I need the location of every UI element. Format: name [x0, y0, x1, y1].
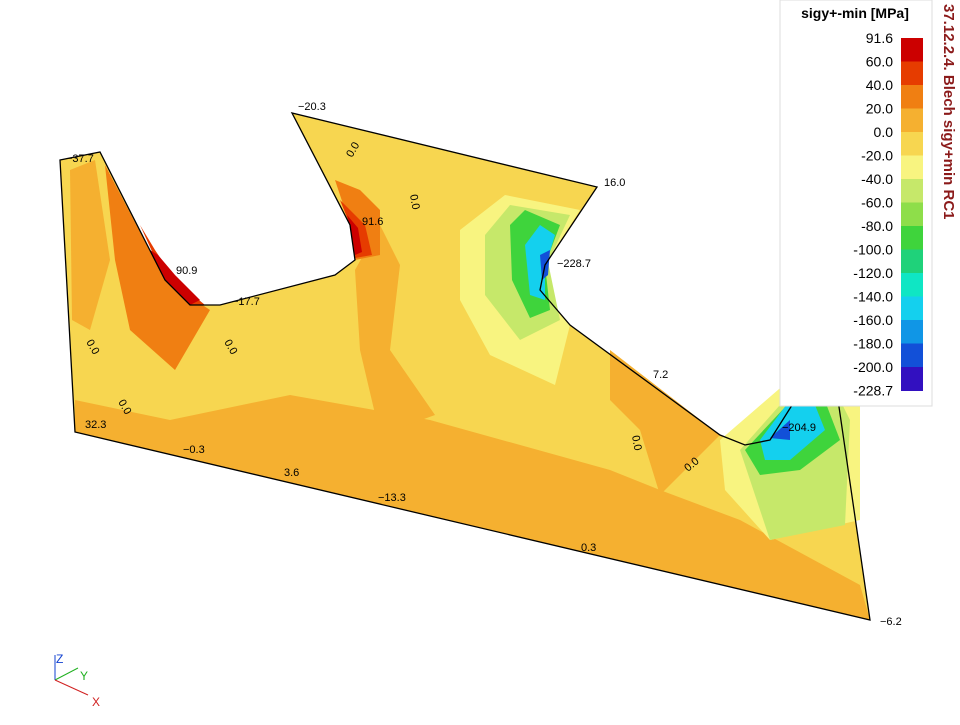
legend-swatch	[901, 273, 923, 297]
legend-label: -20.0	[861, 148, 893, 164]
legend-label: -140.0	[853, 289, 893, 305]
axis-triad: Z Y X	[54, 652, 100, 709]
legend-label: 60.0	[866, 54, 893, 70]
legend-swatch	[901, 108, 923, 133]
legend-label: 0.0	[874, 124, 894, 140]
value-label: 0.3	[581, 542, 596, 554]
legend-swatch	[901, 202, 923, 227]
legend-swatch	[901, 367, 923, 391]
legend-label: -100.0	[853, 242, 893, 258]
contour-label: 0.0	[629, 434, 643, 451]
value-label: 90.9	[176, 265, 197, 277]
legend-swatch	[901, 85, 923, 109]
legend-label: 40.0	[866, 77, 893, 93]
legend-swatch	[901, 226, 923, 250]
contour-plot	[59, 112, 871, 621]
value-label: −13.3	[378, 492, 406, 504]
legend-swatch	[901, 179, 923, 203]
legend-label: -180.0	[853, 336, 893, 352]
legend-swatch	[901, 61, 923, 86]
value-label: −37.7	[66, 153, 94, 165]
z-label: Z	[56, 652, 63, 666]
value-label: 7.2	[653, 369, 668, 381]
legend-label: -80.0	[861, 218, 893, 234]
value-label: −228.7	[557, 258, 591, 270]
legend-swatch	[901, 320, 923, 344]
x-axis	[54, 679, 89, 696]
x-label: X	[92, 695, 100, 709]
value-label: −17.7	[232, 296, 260, 308]
legend-label: 20.0	[866, 101, 893, 117]
value-label: −20.3	[298, 101, 326, 113]
value-label: 3.6	[284, 467, 299, 479]
legend-swatch	[901, 296, 923, 321]
side-title: 37.12.2.4. Blech sigy+min RC1	[940, 4, 957, 220]
y-axis	[54, 667, 79, 681]
legend-swatch	[901, 155, 923, 180]
legend-label: -228.7	[853, 383, 893, 399]
value-label: 91.6	[362, 216, 383, 228]
legend-swatch	[901, 249, 923, 274]
legend-label: -200.0	[853, 359, 893, 375]
legend-label: -120.0	[853, 265, 893, 281]
value-label: 16.0	[604, 177, 625, 189]
value-label: −204.9	[782, 422, 816, 434]
legend-label: 91.6	[866, 30, 893, 46]
legend-swatch	[901, 343, 923, 368]
legend: sigy+-min [MPa] 91.6 60.0 40.0 20.0 0.0 -20.0…	[779, 0, 933, 407]
value-label: 32.3	[85, 419, 106, 431]
legend-title: sigy+-min [MPa]	[801, 5, 909, 21]
y-label: Y	[80, 669, 88, 683]
contour-label: 0.0	[407, 193, 421, 210]
legend-label: -160.0	[853, 312, 893, 328]
legend-swatch	[901, 38, 923, 62]
legend-swatch	[901, 132, 923, 156]
value-label: −6.2	[880, 616, 902, 628]
value-label: −0.3	[183, 444, 205, 456]
value-labels: −37.7 90.9 −17.7 −20.3 91.6 16.0 −228.7 …	[66, 101, 902, 628]
legend-label: -40.0	[861, 171, 893, 187]
legend-label: -60.0	[861, 195, 893, 211]
